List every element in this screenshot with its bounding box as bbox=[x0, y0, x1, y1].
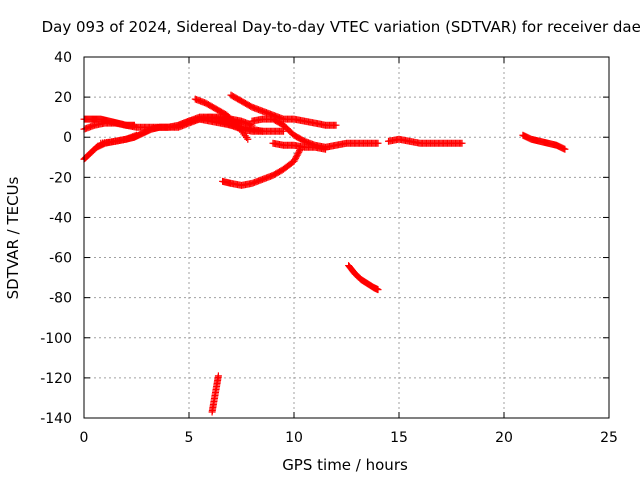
data-point bbox=[458, 139, 466, 147]
x-tick-label: 0 bbox=[80, 430, 89, 446]
y-tick-label: 40 bbox=[54, 50, 72, 66]
x-axis-title: GPS time / hours bbox=[282, 456, 408, 474]
data-point bbox=[561, 145, 569, 153]
y-tick-label: -120 bbox=[40, 371, 72, 387]
data-point bbox=[322, 145, 329, 153]
y-tick-label: -80 bbox=[49, 291, 72, 307]
series-arc-9 bbox=[248, 115, 382, 151]
data-point bbox=[280, 127, 287, 135]
series-arc-12 bbox=[385, 135, 466, 147]
data-point bbox=[293, 151, 301, 159]
x-tick-label: 5 bbox=[185, 430, 194, 446]
data-point bbox=[292, 154, 300, 162]
x-tick-label: 20 bbox=[495, 430, 513, 446]
series-arc-15 bbox=[208, 372, 222, 416]
y-tick-label: -40 bbox=[49, 210, 72, 226]
data-point bbox=[214, 372, 222, 380]
x-tick-label: 15 bbox=[390, 430, 408, 446]
data-point bbox=[292, 153, 300, 161]
data-point bbox=[295, 148, 303, 156]
plot-frame bbox=[83, 56, 610, 419]
y-tick-label: 0 bbox=[63, 130, 72, 146]
series-arc-10 bbox=[269, 139, 329, 153]
x-tick-label: 10 bbox=[285, 430, 303, 446]
data-point bbox=[374, 286, 382, 294]
y-axis-title: SDTVAR / TECUs bbox=[4, 176, 22, 299]
data-point bbox=[374, 139, 382, 147]
series-arc-8 bbox=[217, 117, 287, 135]
y-tick-label: 20 bbox=[54, 90, 72, 106]
data-point bbox=[296, 147, 304, 155]
data-points bbox=[80, 91, 569, 416]
y-tick-label: -20 bbox=[49, 170, 72, 186]
data-point bbox=[332, 121, 340, 129]
data-point bbox=[296, 145, 304, 153]
series-arc-13 bbox=[519, 131, 569, 153]
chart-title: Day 093 of 2024, Sidereal Day-to-day VTE… bbox=[42, 18, 640, 36]
axis-ticks: 0 5 10 15 20 25 -140 -120 -100 -80 -60 -40 -20 0 20 40 bbox=[40, 50, 618, 446]
series-arc-11 bbox=[219, 145, 304, 189]
y-tick-label: -140 bbox=[40, 411, 72, 427]
data-point bbox=[244, 135, 252, 143]
data-point bbox=[290, 157, 298, 165]
y-tick-label: -100 bbox=[40, 331, 72, 347]
data-point bbox=[291, 156, 299, 164]
data-point bbox=[294, 150, 302, 158]
series-arc-7 bbox=[227, 91, 340, 129]
series-arc-14 bbox=[345, 262, 382, 294]
y-tick-label: -60 bbox=[49, 251, 72, 267]
x-tick-label: 25 bbox=[600, 430, 618, 446]
